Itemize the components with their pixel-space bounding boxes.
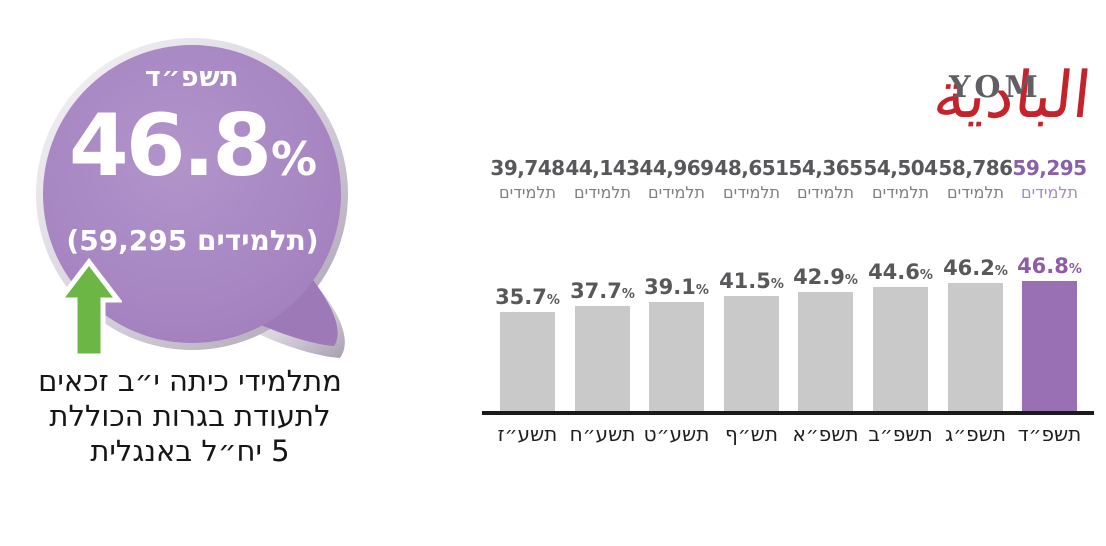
percent-sign: % [919, 268, 933, 283]
bar-value-label: 37.7% [565, 279, 640, 303]
chart-column: 44,143 תלמידים 37.7% תשע״ח [565, 152, 640, 456]
percent-sign: % [994, 264, 1008, 279]
bar-value-label: 42.9% [788, 265, 863, 289]
caption-line: 5 יח״ל באנגלית [90, 433, 290, 468]
bar [873, 287, 928, 411]
bar-value-number: 35.7 [495, 285, 547, 309]
x-axis-tick-label: תשפ״ג [945, 422, 1006, 446]
speech-bubble-shape [36, 38, 348, 358]
students-count-label: 48,651 [714, 156, 789, 180]
students-count-label: 54,504 [863, 156, 938, 180]
bar-value-number: 46.2 [943, 256, 995, 280]
x-axis-tick-label: תשפ״א [792, 422, 859, 446]
students-count-label: 39,748 [490, 156, 565, 180]
logo: البادية YOM [893, 46, 1094, 146]
bar-value-number: 46.8 [1017, 254, 1069, 278]
x-axis-tick-label: תשע״ט [643, 422, 710, 446]
logo-latin-text: YOM [949, 70, 1042, 105]
bar-highlighted [1022, 281, 1077, 411]
x-axis-tick-label: תשע״ז [497, 422, 558, 446]
students-count-label: 54,365 [788, 156, 863, 180]
bar [575, 306, 630, 411]
students-unit-label: תלמידים [574, 183, 631, 202]
students-unit-label: תלמידים [723, 183, 780, 202]
percent-sign: % [621, 287, 635, 302]
students-unit-label: תלמידים [947, 183, 1004, 202]
students-count-label: 44,969 [639, 156, 714, 180]
bar [649, 302, 704, 411]
x-axis-tick-label: תשפ״ב [868, 422, 933, 446]
x-axis-tick-label: תש״ף [725, 422, 778, 446]
bubble-percentage-number: 46.8 [68, 96, 272, 196]
students-unit-label: תלמידים [1021, 183, 1078, 202]
bar-value-label: 35.7% [490, 285, 565, 309]
chart-column: 39,748 תלמידים 35.7% תשע״ז [490, 152, 565, 456]
students-unit-label: תלמידים [797, 183, 854, 202]
chart-column: 48,651 תלמידים 41.5% תש״ף [714, 152, 789, 456]
students-unit-label: תלמידים [499, 183, 556, 202]
bar [798, 292, 853, 411]
caption: מתלמידי כיתה י״ב זכאים לתעודת בגרות הכול… [12, 364, 368, 468]
bar [500, 312, 555, 411]
caption-line: מתלמידי כיתה י״ב זכאים [38, 364, 342, 398]
percent-sign: % [695, 283, 709, 298]
percent-sign: % [770, 277, 784, 292]
chart-column: 54,365 תלמידים 42.9% תשפ״א [788, 152, 863, 456]
bar-value-label: 46.2% [938, 256, 1013, 280]
bar-value-number: 37.7 [570, 279, 622, 303]
bar-value-number: 39.1 [644, 275, 696, 299]
bar [948, 283, 1003, 411]
x-axis-tick-label: תשפ״ד [1017, 422, 1082, 446]
bar [724, 296, 779, 411]
bubble-year-label: תשפ״ד [144, 62, 240, 93]
chart-column: 58,786 תלמידים 46.2% תשפ״ג [938, 152, 1013, 456]
up-arrow-icon [56, 258, 122, 359]
chart-column: 54,504 תלמידים 44.6% תשפ״ב [863, 152, 938, 456]
bubble-students-note: (59,295 תלמידים) [66, 224, 319, 257]
bar-value-number: 42.9 [793, 265, 845, 289]
bar-value-label: 46.8% [1012, 254, 1087, 278]
x-axis-tick-label: תשע״ח [569, 422, 636, 446]
percent-sign: % [271, 132, 318, 186]
chart-column: 59,295 תלמידים 46.8% תשפ״ד [1012, 152, 1087, 456]
chart-column: 44,969 תלמידים 39.1% תשע״ט [639, 152, 714, 456]
percent-sign: % [844, 273, 858, 288]
bar-value-label: 39.1% [639, 275, 714, 299]
bubble-body [43, 45, 341, 343]
bubble-percentage: 46.8% [28, 98, 358, 194]
bar-value-label: 44.6% [863, 260, 938, 284]
bar-value-number: 41.5 [719, 269, 771, 293]
percent-sign: % [1068, 262, 1082, 277]
students-count-label: 59,295 [1012, 156, 1087, 180]
students-unit-label: תלמידים [872, 183, 929, 202]
students-count-label: 44,143 [565, 156, 640, 180]
percent-sign: % [546, 293, 560, 308]
bubble-tail [246, 276, 338, 346]
bar-chart: 39,748 תלמידים 35.7% תשע״ז 44,143 תלמידים 37.7… [482, 152, 1094, 456]
x-axis-line [482, 411, 1094, 415]
bar-value-label: 41.5% [714, 269, 789, 293]
caption-line: לתעודת בגרות הכוללת [49, 398, 331, 433]
bar-value-number: 44.6 [868, 260, 920, 284]
students-count-label: 58,786 [938, 156, 1013, 180]
students-unit-label: תלמידים [648, 183, 705, 202]
